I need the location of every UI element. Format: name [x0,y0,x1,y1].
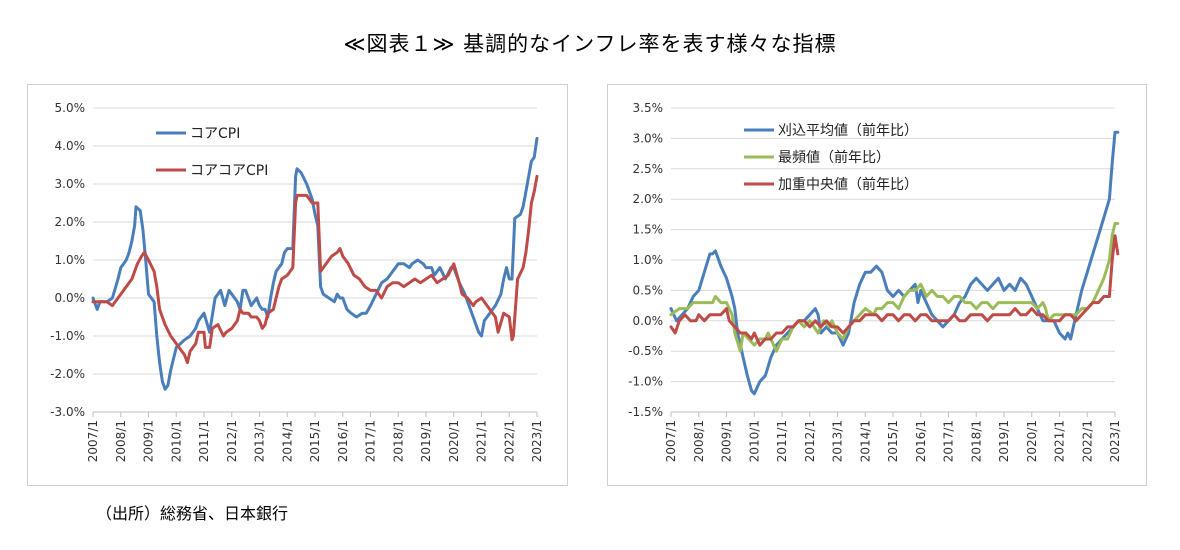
x-tick-label: 2015/1 [886,420,900,462]
x-tick-label: 2023/1 [1108,420,1122,462]
x-tick-label: 2021/1 [475,420,489,462]
x-tick-label: 2014/1 [280,420,294,462]
y-tick-label: 2.0% [55,215,86,229]
x-tick-label: 2013/1 [253,420,267,462]
y-tick-label: 0.0% [55,291,86,305]
y-tick-label: 1.0% [55,253,86,267]
legend-label: コアCPI [190,126,240,142]
y-tick-label: 4.0% [55,139,86,153]
y-tick-label: -1.5% [628,405,663,419]
y-tick-label: 3.0% [633,131,664,145]
y-tick-label: 2.5% [633,162,664,176]
x-tick-label: 2008/1 [114,420,128,462]
y-tick-label: -1.0% [50,329,85,343]
x-tick-label: 2012/1 [225,420,239,462]
x-tick-label: 2016/1 [336,420,350,462]
x-tick-label: 2018/1 [391,420,405,462]
series-line [91,174,539,365]
x-tick-label: 2022/1 [502,420,516,462]
x-tick-label: 2018/1 [969,420,983,462]
x-tick-label: 2016/1 [914,420,928,462]
y-tick-label: 3.5% [633,101,664,115]
series-line [669,234,1120,347]
y-tick-label: 1.5% [633,223,664,237]
legend-label: 刈込平均値（前年比） [778,122,918,139]
core-cpi-chart: -3.0% -2.0% -1.0% 0.0% 1.0% 2.0% 3.0% 4.0% 5.0% 2… [27,84,568,486]
y-tick-label: -1.0% [628,375,663,389]
x-tick-label: 2019/1 [997,420,1011,462]
source-note: （出所）総務省、日本銀行 [96,504,289,523]
x-tick-label: 2020/1 [447,420,461,462]
core-cpi-chart-svg: -3.0% -2.0% -1.0% 0.0% 1.0% 2.0% 3.0% 4.0% 5.0% 2… [50,101,544,462]
x-tick-label: 2021/1 [1053,420,1067,462]
x-tick-label: 2011/1 [197,420,211,462]
legend-label: 最頻値（前年比） [778,149,890,166]
x-tick-label: 2019/1 [419,420,433,462]
y-tick-label: -3.0% [50,405,85,419]
x-tick-label: 2022/1 [1080,420,1094,462]
y-tick-label: 0.0% [633,314,664,328]
x-tick-label: 2013/1 [831,420,845,462]
x-tick-label: 2010/1 [747,420,761,462]
x-tick-label: 2009/1 [142,420,156,462]
x-tick-label: 2014/1 [858,420,872,462]
x-tick-label: 2017/1 [364,420,378,462]
x-tick-label: 2007/1 [86,420,100,462]
y-tick-label: 3.0% [55,177,86,191]
x-tick-label: 2008/1 [692,420,706,462]
x-tick-label: 2007/1 [664,420,678,462]
x-tick-label: 2012/1 [803,420,817,462]
x-tick-label: 2017/1 [942,420,956,462]
series-line [91,136,539,391]
x-tick-label: 2015/1 [308,420,322,462]
y-tick-label: 0.5% [633,283,664,297]
y-tick-label: 5.0% [55,101,86,115]
underlying-inflation-chart-svg: -1.5% -1.0% -0.5% 0.0% 0.5% 1.0% 1.5% 2.0% 2.5% 3… [628,101,1122,462]
y-tick-label: -0.5% [628,344,663,358]
y-tick-label: 1.0% [633,253,664,267]
x-tick-label: 2010/1 [169,420,183,462]
x-tick-label: 2023/1 [530,420,544,462]
y-tick-label: -2.0% [50,367,85,381]
underlying-inflation-chart: -1.5% -1.0% -0.5% 0.0% 0.5% 1.0% 1.5% 2.0% 2.5% 3… [607,84,1147,486]
x-tick-label: 2020/1 [1025,420,1039,462]
series-line [669,130,1120,396]
legend-label: 加重中央値（前年比） [778,176,918,193]
x-tick-label: 2009/1 [720,420,734,462]
y-tick-label: 2.0% [633,192,664,206]
legend-label: コアコアCPI [190,163,268,179]
x-tick-label: 2011/1 [775,420,789,462]
figure-title: ≪図表１≫ 基調的なインフレ率を表す様々な指標 [343,32,837,56]
